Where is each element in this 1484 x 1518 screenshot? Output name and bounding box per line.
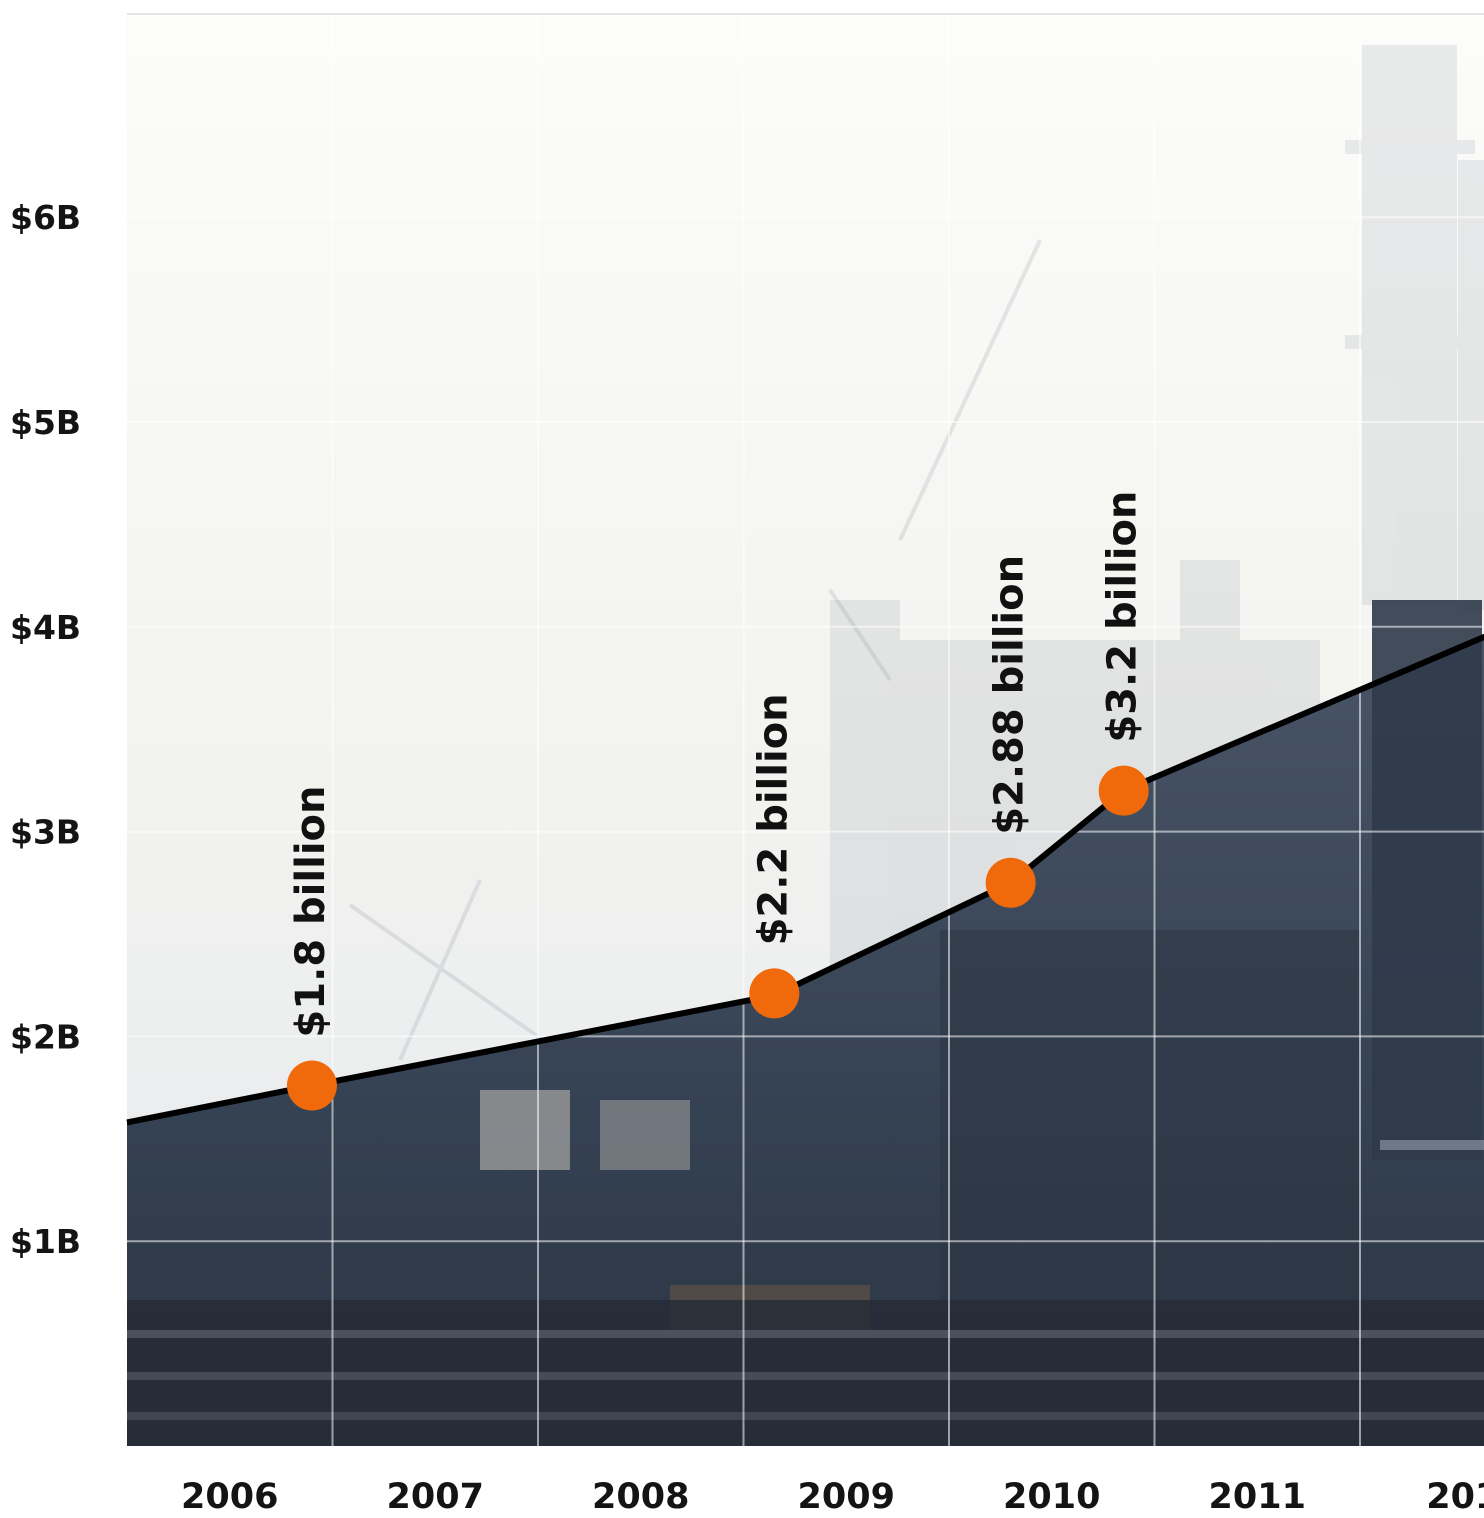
y-tick-label: $4B [10, 608, 81, 647]
x-tick-label: 201 [1426, 1477, 1484, 1514]
y-tick-label: $2B [10, 1017, 81, 1056]
y-tick-label: $1B [10, 1222, 81, 1261]
y-axis-ticks: $1B $2B $3B $4B $5B $6B [10, 198, 81, 1261]
plant-details [127, 600, 1484, 1446]
data-point-marker [749, 968, 800, 1019]
x-axis-ticks: 2006 2007 2008 2009 2010 2011 201 [181, 1477, 1484, 1517]
data-point-marker [1098, 765, 1149, 816]
data-point-marker [286, 1060, 337, 1111]
data-point-label: $3.2 billion [1100, 491, 1146, 743]
x-tick-label: 2006 [181, 1477, 278, 1514]
x-tick-label: 2007 [387, 1477, 484, 1514]
x-tick-label: 2008 [592, 1477, 689, 1514]
gridlines [127, 13, 1484, 1446]
series-line [126, 633, 1484, 1126]
y-tick-label: $6B [10, 198, 81, 237]
data-labels: $1.8 billion $2.2 billion $2.88 billion $3.… [288, 491, 1146, 1038]
data-point-label: $2.88 billion [987, 555, 1033, 835]
data-point-label: $2.2 billion [750, 693, 796, 945]
y-tick-label: $3B [10, 813, 81, 852]
x-tick-label: 2011 [1209, 1477, 1306, 1514]
data-points [286, 765, 1149, 1111]
x-tick-label: 2010 [1003, 1477, 1100, 1514]
x-tick-label: 2009 [798, 1477, 895, 1514]
data-point-marker [985, 857, 1036, 908]
y-tick-label: $5B [10, 403, 81, 442]
data-point-label: $1.8 billion [288, 785, 334, 1037]
